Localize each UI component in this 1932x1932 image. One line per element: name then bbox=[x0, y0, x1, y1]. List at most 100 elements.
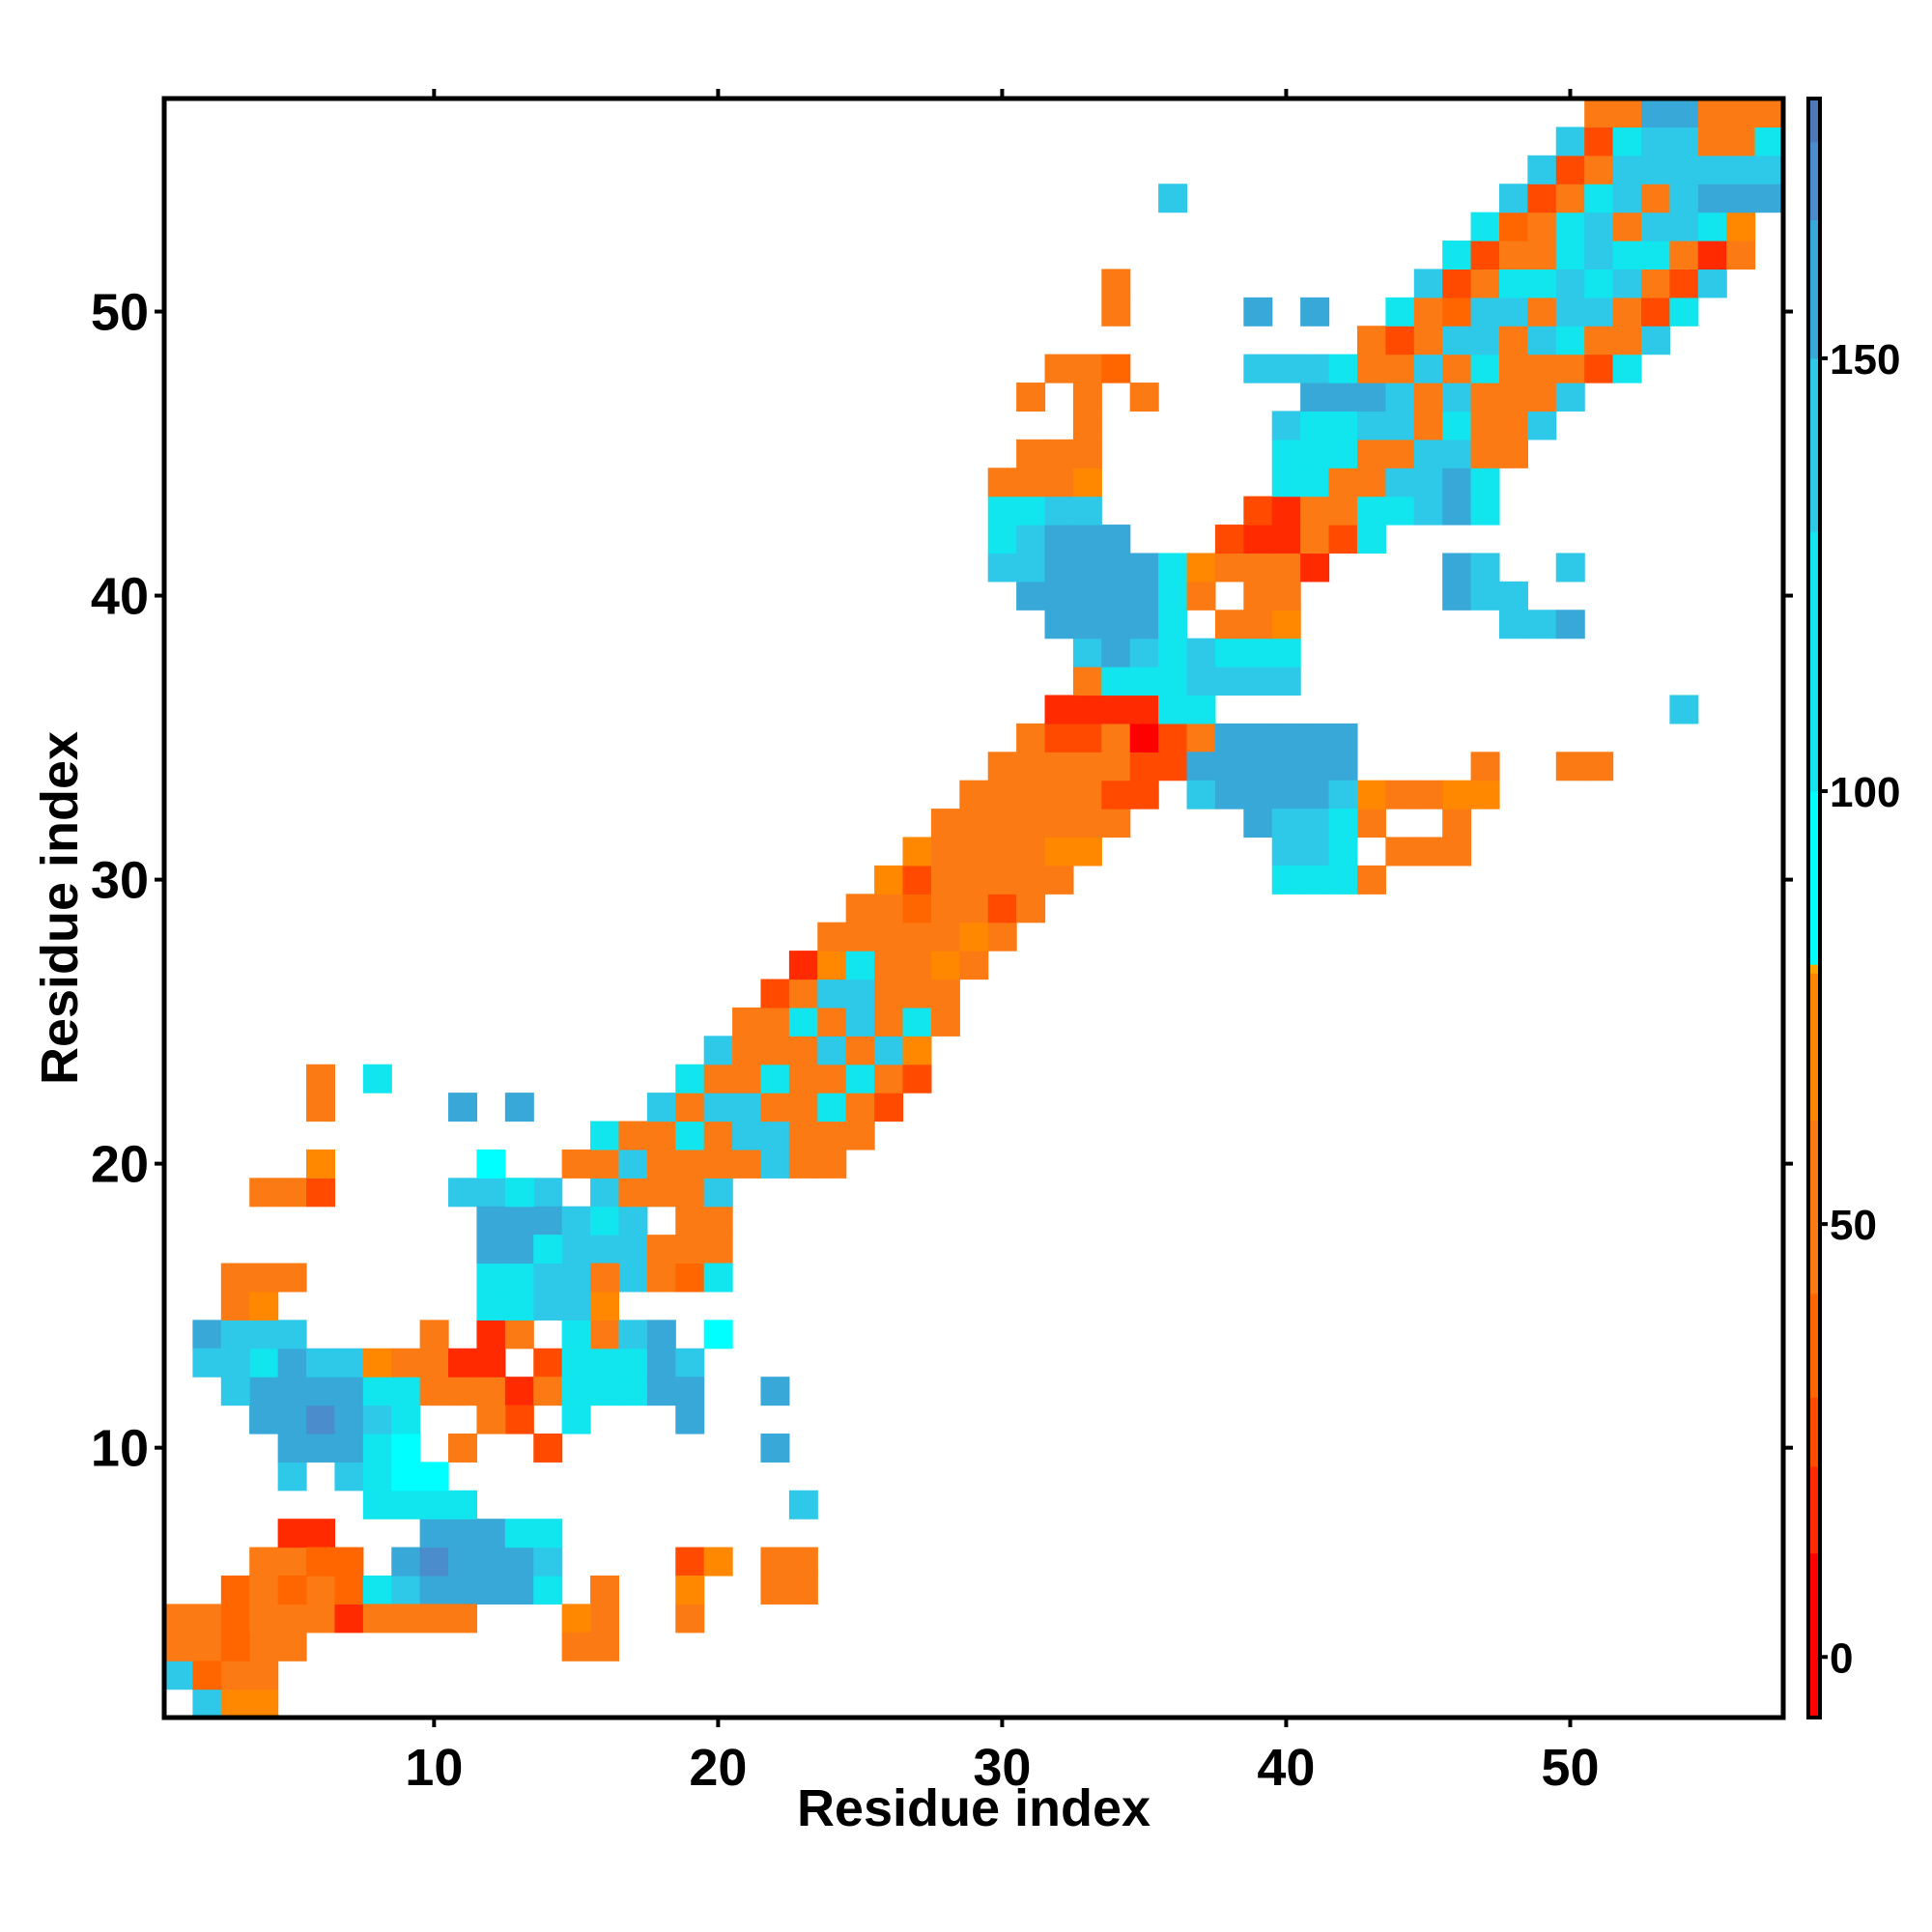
heatmap-cell bbox=[987, 837, 1017, 867]
heatmap-cell bbox=[1300, 723, 1330, 753]
heatmap-cell bbox=[1072, 610, 1102, 639]
heatmap-cell bbox=[902, 1007, 932, 1037]
heatmap-cell bbox=[675, 1093, 705, 1122]
heatmap-cell bbox=[1442, 297, 1472, 327]
heatmap-cell bbox=[1442, 468, 1472, 497]
heatmap-cell bbox=[675, 1377, 705, 1406]
heatmap-cell bbox=[1470, 354, 1500, 384]
heatmap-cell bbox=[1129, 667, 1159, 696]
heatmap-cell bbox=[504, 1377, 534, 1406]
heatmap-cell bbox=[618, 1149, 648, 1179]
heatmap-cell bbox=[1300, 383, 1330, 412]
heatmap-cell bbox=[675, 1149, 705, 1179]
heatmap-cell bbox=[419, 1575, 449, 1605]
heatmap-cell bbox=[1072, 695, 1102, 724]
heatmap-cell bbox=[760, 1036, 790, 1065]
heatmap-cell bbox=[1754, 184, 1784, 213]
heatmap-cell bbox=[249, 1604, 279, 1634]
heatmap-cell bbox=[1442, 411, 1472, 440]
heatmap-cell bbox=[533, 1377, 563, 1406]
heatmap-cell bbox=[249, 1632, 279, 1662]
heatmap-cell bbox=[1300, 837, 1330, 867]
heatmap-cell bbox=[1300, 752, 1330, 781]
x-tick-label: 30 bbox=[973, 1739, 1031, 1797]
heatmap-cell bbox=[1044, 780, 1074, 810]
heatmap-cell bbox=[1101, 553, 1131, 582]
heatmap-cell bbox=[874, 922, 904, 952]
heatmap-cell bbox=[760, 1575, 790, 1605]
heatmap-cell bbox=[1158, 610, 1188, 639]
heatmap-cell bbox=[1072, 439, 1102, 469]
heatmap-cell bbox=[959, 809, 989, 838]
heatmap-cell bbox=[391, 1490, 421, 1520]
heatmap-cell bbox=[1697, 127, 1727, 156]
heatmap-cell bbox=[1072, 354, 1102, 384]
y-tick-label: 40 bbox=[91, 568, 149, 626]
heatmap-cell bbox=[306, 1348, 336, 1378]
heatmap-cell bbox=[590, 1575, 620, 1605]
heatmap-cell bbox=[1044, 468, 1074, 497]
heatmap-cell bbox=[703, 1320, 733, 1350]
heatmap-cell bbox=[391, 1405, 421, 1435]
heatmap-cell bbox=[1016, 439, 1046, 469]
heatmap-cell bbox=[1072, 638, 1102, 668]
heatmap-cell bbox=[1300, 553, 1330, 582]
heatmap-cell bbox=[1527, 297, 1557, 327]
heatmap-cell bbox=[817, 951, 847, 980]
heatmap-cell bbox=[732, 1121, 762, 1151]
heatmap-cell bbox=[590, 1235, 620, 1264]
heatmap-cell bbox=[533, 1348, 563, 1378]
heatmap-cell bbox=[1016, 752, 1046, 781]
colorbar: 0 50 100 150 bbox=[1806, 97, 1900, 1719]
heatmap-cell bbox=[1044, 553, 1074, 582]
heatmap-cell bbox=[1640, 212, 1670, 242]
heatmap-cell bbox=[1356, 780, 1386, 810]
heatmap-cell bbox=[1442, 354, 1472, 384]
heatmap-cell bbox=[391, 1348, 421, 1378]
heatmap-cell bbox=[760, 979, 790, 1009]
heatmap-cell bbox=[1101, 695, 1131, 724]
heatmap-cell bbox=[220, 1263, 250, 1293]
heatmap-cell bbox=[448, 1178, 478, 1208]
heatmap-cell bbox=[1555, 326, 1585, 355]
heatmap-cell bbox=[1413, 326, 1443, 355]
heatmap-cell bbox=[362, 1064, 392, 1094]
heatmap-cell bbox=[334, 1348, 364, 1378]
heatmap-cell bbox=[1356, 865, 1386, 895]
heatmap-cell bbox=[817, 1007, 847, 1037]
heatmap-cell bbox=[675, 1575, 705, 1605]
colorbar-segment bbox=[1808, 1552, 1820, 1719]
heatmap-cell bbox=[675, 1121, 705, 1151]
heatmap-cell bbox=[1470, 326, 1500, 355]
heatmap-cell bbox=[1555, 212, 1585, 242]
heatmap-cell bbox=[1328, 723, 1358, 753]
heatmap-cell bbox=[362, 1405, 392, 1435]
heatmap-cell bbox=[362, 1575, 392, 1605]
heatmap-cell bbox=[1300, 411, 1330, 440]
heatmap-cell bbox=[1271, 553, 1301, 582]
heatmap-cell bbox=[902, 922, 932, 952]
heatmap-cell bbox=[1669, 99, 1699, 128]
heatmap-cell bbox=[618, 1348, 648, 1378]
heatmap-cell bbox=[1214, 610, 1244, 639]
heatmap-cell bbox=[561, 1149, 591, 1179]
heatmap-cell bbox=[959, 865, 989, 895]
heatmap-cell bbox=[1555, 354, 1585, 384]
heatmap-cell bbox=[1470, 269, 1500, 298]
heatmap-cell bbox=[1754, 99, 1784, 128]
heatmap-cell bbox=[646, 1178, 676, 1208]
heatmap-cell bbox=[1640, 155, 1670, 185]
heatmap-cell bbox=[1470, 241, 1500, 270]
heatmap-cell bbox=[1470, 780, 1500, 810]
colorbar-tick-label: 150 bbox=[1830, 336, 1900, 384]
heatmap-cell bbox=[959, 922, 989, 952]
heatmap-cell bbox=[192, 1632, 222, 1662]
heatmap-cell bbox=[533, 1263, 563, 1293]
heatmap-cell bbox=[1243, 610, 1273, 639]
heatmap-cell bbox=[1498, 241, 1528, 270]
heatmap-cell bbox=[277, 1178, 307, 1208]
heatmap-cell bbox=[533, 1575, 563, 1605]
heatmap-cell bbox=[1044, 837, 1074, 867]
heatmap-cell bbox=[1158, 184, 1188, 213]
heatmap-cell bbox=[845, 1121, 875, 1151]
